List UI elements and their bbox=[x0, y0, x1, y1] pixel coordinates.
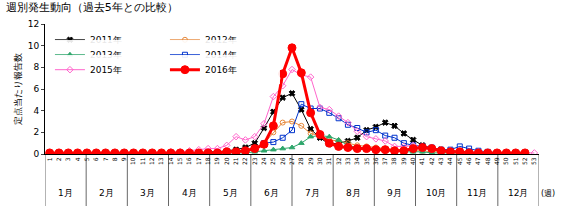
svg-text:6: 6 bbox=[33, 84, 39, 94]
svg-text:3: 3 bbox=[64, 157, 71, 161]
svg-text:5月: 5月 bbox=[223, 188, 238, 198]
svg-text:40: 40 bbox=[409, 157, 416, 165]
svg-text:14: 14 bbox=[167, 157, 174, 165]
svg-text:(週): (週) bbox=[541, 189, 555, 198]
svg-text:2月: 2月 bbox=[99, 188, 114, 198]
svg-text:8: 8 bbox=[111, 157, 118, 161]
svg-text:1: 1 bbox=[46, 157, 53, 161]
svg-text:49: 49 bbox=[493, 157, 500, 165]
svg-text:4月: 4月 bbox=[182, 188, 197, 198]
svg-text:10: 10 bbox=[28, 41, 40, 51]
svg-text:3月: 3月 bbox=[140, 188, 155, 198]
svg-text:4: 4 bbox=[33, 106, 39, 116]
svg-text:24: 24 bbox=[260, 157, 267, 165]
svg-text:9: 9 bbox=[120, 157, 127, 161]
svg-text:47: 47 bbox=[474, 157, 481, 165]
svg-text:36: 36 bbox=[372, 157, 379, 165]
svg-text:19: 19 bbox=[213, 157, 220, 165]
svg-text:26: 26 bbox=[279, 157, 286, 165]
svg-text:21: 21 bbox=[232, 157, 239, 165]
svg-text:53: 53 bbox=[530, 157, 537, 165]
svg-text:12月: 12月 bbox=[508, 188, 528, 198]
svg-text:44: 44 bbox=[446, 157, 453, 165]
svg-text:10: 10 bbox=[130, 157, 137, 165]
svg-text:定点当たり報告数: 定点当たり報告数 bbox=[13, 53, 23, 125]
svg-text:45: 45 bbox=[456, 157, 463, 165]
svg-text:31: 31 bbox=[325, 157, 332, 165]
svg-text:13: 13 bbox=[157, 157, 164, 165]
svg-text:38: 38 bbox=[390, 157, 397, 165]
svg-text:22: 22 bbox=[241, 157, 248, 165]
svg-text:46: 46 bbox=[465, 157, 472, 165]
svg-text:41: 41 bbox=[418, 157, 425, 165]
svg-text:6: 6 bbox=[92, 157, 99, 161]
svg-text:16: 16 bbox=[185, 157, 192, 165]
svg-text:2016年: 2016年 bbox=[205, 65, 237, 75]
svg-text:2: 2 bbox=[33, 127, 39, 137]
svg-text:35: 35 bbox=[363, 157, 370, 165]
svg-text:10月: 10月 bbox=[426, 188, 446, 198]
svg-text:39: 39 bbox=[400, 157, 407, 165]
svg-text:50: 50 bbox=[502, 157, 509, 165]
svg-text:8: 8 bbox=[33, 62, 39, 72]
svg-text:33: 33 bbox=[344, 157, 351, 165]
svg-text:18: 18 bbox=[204, 157, 211, 165]
svg-text:7月: 7月 bbox=[305, 188, 320, 198]
svg-text:12: 12 bbox=[28, 19, 39, 29]
svg-text:34: 34 bbox=[353, 157, 360, 165]
svg-text:48: 48 bbox=[484, 157, 491, 165]
svg-text:27: 27 bbox=[288, 157, 295, 165]
svg-text:43: 43 bbox=[437, 157, 444, 165]
svg-text:0: 0 bbox=[33, 149, 39, 159]
svg-text:7: 7 bbox=[102, 157, 109, 161]
svg-text:32: 32 bbox=[335, 157, 342, 165]
svg-text:2: 2 bbox=[55, 157, 62, 161]
svg-text:52: 52 bbox=[521, 157, 528, 165]
svg-text:23: 23 bbox=[251, 157, 258, 165]
svg-text:6月: 6月 bbox=[264, 188, 279, 198]
svg-text:9月: 9月 bbox=[387, 188, 402, 198]
svg-text:12: 12 bbox=[148, 157, 155, 165]
svg-text:37: 37 bbox=[381, 157, 388, 165]
svg-text:8月: 8月 bbox=[346, 188, 361, 198]
svg-text:25: 25 bbox=[269, 157, 276, 165]
svg-text:15: 15 bbox=[176, 157, 183, 165]
svg-text:5: 5 bbox=[83, 157, 90, 161]
svg-text:11: 11 bbox=[139, 157, 146, 165]
svg-text:51: 51 bbox=[512, 157, 519, 165]
svg-text:11月: 11月 bbox=[467, 188, 487, 198]
svg-text:28: 28 bbox=[297, 157, 304, 165]
svg-text:30: 30 bbox=[316, 157, 323, 165]
svg-text:17: 17 bbox=[195, 157, 202, 165]
svg-text:2015年: 2015年 bbox=[90, 65, 122, 75]
svg-text:20: 20 bbox=[223, 157, 230, 165]
svg-text:週別発生動向（過去5年との比較）: 週別発生動向（過去5年との比較） bbox=[6, 1, 178, 14]
svg-text:42: 42 bbox=[428, 157, 435, 165]
svg-text:4: 4 bbox=[74, 157, 81, 161]
svg-text:1月: 1月 bbox=[58, 188, 73, 198]
svg-text:29: 29 bbox=[307, 157, 314, 165]
